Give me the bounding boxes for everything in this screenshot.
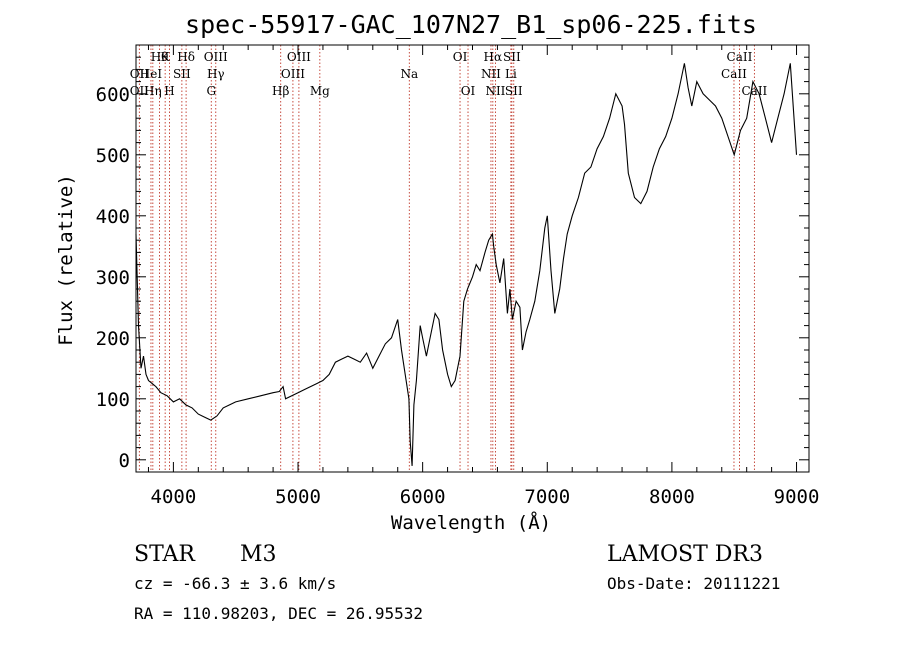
object-class: STAR xyxy=(134,542,196,567)
object-subclass: M3 xyxy=(240,542,277,567)
line-marker-label: OI xyxy=(453,50,468,64)
spectral-line-markers xyxy=(138,45,755,472)
x-tick-label: 6000 xyxy=(400,486,446,508)
line-marker-label: OIII xyxy=(281,67,305,81)
line-marker-label: Hθ xyxy=(151,50,169,64)
y-tick-label: 200 xyxy=(96,328,130,350)
line-marker-label: NII xyxy=(481,67,501,81)
x-axis-ticks: 4000 5000 6000 7000 8000 9000 xyxy=(147,45,820,508)
y-tick-label: 300 xyxy=(96,267,130,289)
velocity-text: cz = -66.3 ± 3.6 km/s xyxy=(134,574,336,593)
line-marker-label: OIII xyxy=(204,50,228,64)
y-tick-label: 100 xyxy=(96,389,130,411)
x-axis-label: Wavelength (Å) xyxy=(391,511,551,534)
y-tick-label: 400 xyxy=(96,206,130,228)
x-tick-label: 4000 xyxy=(151,486,197,508)
line-marker-label: G xyxy=(206,84,216,98)
line-marker-label: OII xyxy=(130,67,150,81)
line-marker-label: OII xyxy=(130,84,150,98)
line-marker-label: Hβ xyxy=(272,84,289,98)
line-marker-label: Mg xyxy=(310,84,330,98)
line-marker-label: SII xyxy=(503,50,521,64)
x-tick-label: 8000 xyxy=(649,486,695,508)
survey-name: LAMOST DR3 xyxy=(607,542,763,567)
y-axis-ticks: 0 100 200 300 400 500 600 xyxy=(96,56,809,472)
y-tick-label: 600 xyxy=(96,84,130,106)
chart-title: spec-55917-GAC_107N27_B1_sp06-225.fits xyxy=(185,10,757,39)
coordinates-text: RA = 110.98203, DEC = 26.95532 xyxy=(134,604,423,623)
spectrum-line xyxy=(135,63,798,466)
line-marker-label: SII xyxy=(173,67,191,81)
line-marker-label: Hα xyxy=(484,50,503,64)
line-marker-label: Hη xyxy=(144,84,162,98)
line-marker-label: OIII xyxy=(287,50,311,64)
line-marker-label: HeI xyxy=(140,67,163,81)
line-marker-label: OI xyxy=(461,84,476,98)
line-marker-label: K xyxy=(161,50,171,64)
line-marker-label: SII xyxy=(505,84,523,98)
line-marker-label: CaII xyxy=(721,67,747,81)
x-tick-label: 9000 xyxy=(774,486,820,508)
line-marker-label: Li xyxy=(505,67,517,81)
line-marker-label: Hδ xyxy=(177,50,195,64)
x-tick-label: 5000 xyxy=(275,486,321,508)
obs-date-text: Obs-Date: 20111221 xyxy=(607,574,780,593)
x-tick-label: 7000 xyxy=(524,486,570,508)
y-tick-label: 500 xyxy=(96,145,130,167)
line-marker-label: Hγ xyxy=(207,67,225,81)
y-tick-label: 0 xyxy=(119,450,130,472)
y-axis-label: Flux (relative) xyxy=(55,174,77,346)
line-marker-label: CaII xyxy=(727,50,753,64)
plot-frame xyxy=(135,44,810,473)
line-marker-label: H xyxy=(164,84,174,98)
line-marker-label: NII xyxy=(485,84,505,98)
line-marker-label: Na xyxy=(400,67,418,81)
line-marker-label: CaII xyxy=(741,84,767,98)
